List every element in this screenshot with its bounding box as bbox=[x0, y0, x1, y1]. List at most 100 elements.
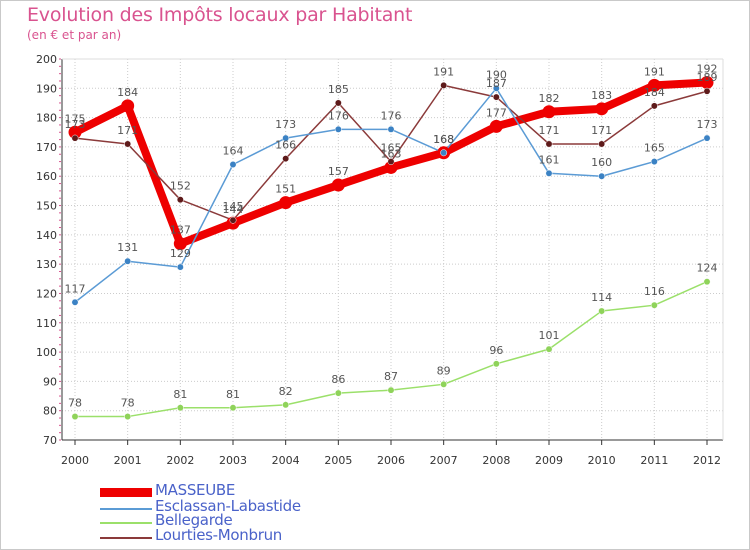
data-point bbox=[598, 307, 606, 315]
data-label: 165 bbox=[644, 142, 665, 155]
data-label: 124 bbox=[697, 262, 718, 275]
data-label: 168 bbox=[433, 133, 454, 146]
data-point bbox=[176, 404, 184, 412]
x-tick-label: 2006 bbox=[377, 454, 405, 467]
data-point bbox=[124, 413, 132, 421]
data-point bbox=[282, 401, 290, 409]
data-label: 78 bbox=[121, 397, 135, 410]
data-point bbox=[492, 84, 500, 92]
legend-swatch bbox=[100, 508, 152, 510]
data-point bbox=[647, 78, 661, 92]
x-tick-label: 2007 bbox=[430, 454, 458, 467]
data-point bbox=[440, 149, 448, 157]
x-tick-label: 2004 bbox=[272, 454, 300, 467]
data-point bbox=[279, 196, 293, 210]
y-tick-label: 70 bbox=[43, 434, 57, 447]
data-point bbox=[331, 178, 345, 192]
data-point bbox=[650, 102, 658, 110]
legend-item: Esclassan-Labastide bbox=[100, 497, 360, 515]
y-tick-label: 110 bbox=[36, 317, 57, 330]
data-point bbox=[229, 404, 237, 412]
legend-item: Lourties-Monbrun bbox=[100, 526, 360, 544]
legend-label: MASSEUBE bbox=[155, 481, 236, 499]
data-label: 184 bbox=[644, 86, 665, 99]
data-label: 81 bbox=[173, 388, 187, 401]
data-point bbox=[71, 413, 79, 421]
legend-swatch bbox=[100, 488, 152, 497]
legend-label: Esclassan-Labastide bbox=[155, 497, 301, 515]
data-point bbox=[124, 257, 132, 265]
y-tick-label: 170 bbox=[36, 141, 57, 154]
data-label: 161 bbox=[539, 153, 560, 166]
x-tick-label: 2010 bbox=[588, 454, 616, 467]
data-point bbox=[176, 196, 184, 204]
x-tick-label: 2009 bbox=[535, 454, 563, 467]
data-label: 86 bbox=[331, 373, 345, 386]
legend-swatch bbox=[100, 522, 152, 524]
data-label: 82 bbox=[279, 385, 293, 398]
y-tick-label: 190 bbox=[36, 82, 57, 95]
data-label: 173 bbox=[697, 118, 718, 131]
chart-title: Evolution des Impôts locaux par Habitant bbox=[27, 4, 413, 26]
data-point bbox=[703, 278, 711, 286]
y-tick-label: 150 bbox=[36, 200, 57, 213]
legend-label: Bellegarde bbox=[155, 511, 233, 529]
data-point bbox=[334, 125, 342, 133]
data-label: 164 bbox=[223, 145, 244, 158]
data-label: 177 bbox=[486, 106, 507, 119]
data-point bbox=[387, 386, 395, 394]
data-label: 171 bbox=[539, 124, 560, 137]
data-point bbox=[124, 140, 132, 148]
legend-swatch bbox=[100, 537, 152, 539]
data-point bbox=[387, 125, 395, 133]
data-point bbox=[598, 172, 606, 180]
data-label: 184 bbox=[117, 86, 138, 99]
data-label: 157 bbox=[328, 165, 349, 178]
y-tick-label: 180 bbox=[36, 112, 57, 125]
data-point bbox=[542, 105, 556, 119]
data-label: 78 bbox=[68, 397, 82, 410]
data-label: 151 bbox=[275, 183, 296, 196]
data-point bbox=[387, 158, 395, 166]
x-tick-label: 2011 bbox=[640, 454, 668, 467]
data-label: 114 bbox=[591, 291, 612, 304]
data-label: 117 bbox=[65, 282, 86, 295]
data-point bbox=[545, 345, 553, 353]
data-point bbox=[598, 140, 606, 148]
x-tick-label: 2008 bbox=[482, 454, 510, 467]
x-tick-label: 2001 bbox=[114, 454, 142, 467]
y-tick-label: 160 bbox=[36, 170, 57, 183]
chart-subtitle: (en € et par an) bbox=[27, 28, 122, 42]
data-point bbox=[176, 263, 184, 271]
x-tick-label: 2005 bbox=[324, 454, 352, 467]
data-label: 175 bbox=[65, 112, 86, 125]
data-label: 116 bbox=[644, 285, 665, 298]
data-label: 89 bbox=[437, 364, 451, 377]
data-label: 101 bbox=[539, 329, 560, 342]
data-point bbox=[282, 134, 290, 142]
data-label: 96 bbox=[489, 344, 503, 357]
data-point bbox=[68, 125, 82, 139]
data-point bbox=[650, 301, 658, 309]
y-tick-label: 80 bbox=[43, 405, 57, 418]
data-label: 173 bbox=[65, 118, 86, 131]
x-tick-label: 2003 bbox=[219, 454, 247, 467]
data-label: 81 bbox=[226, 388, 240, 401]
data-label: 163 bbox=[381, 147, 402, 160]
data-label: 160 bbox=[591, 156, 612, 169]
data-label: 131 bbox=[117, 241, 138, 254]
x-tick-label: 2002 bbox=[166, 454, 194, 467]
data-label: 176 bbox=[381, 109, 402, 122]
data-label: 191 bbox=[644, 65, 665, 78]
y-tick-label: 140 bbox=[36, 229, 57, 242]
y-tick-label: 90 bbox=[43, 375, 57, 388]
data-point bbox=[703, 134, 711, 142]
y-tick-label: 120 bbox=[36, 287, 57, 300]
data-point bbox=[492, 360, 500, 368]
data-point bbox=[384, 160, 398, 174]
data-point bbox=[173, 237, 187, 251]
legend-label: Lourties-Monbrun bbox=[155, 526, 282, 544]
data-point bbox=[229, 216, 237, 224]
data-label: 137 bbox=[170, 224, 191, 237]
